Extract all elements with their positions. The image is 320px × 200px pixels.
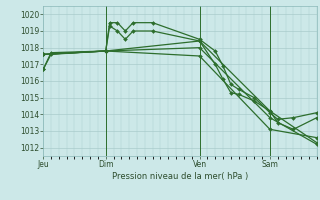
X-axis label: Pression niveau de la mer( hPa ): Pression niveau de la mer( hPa )	[112, 172, 248, 181]
